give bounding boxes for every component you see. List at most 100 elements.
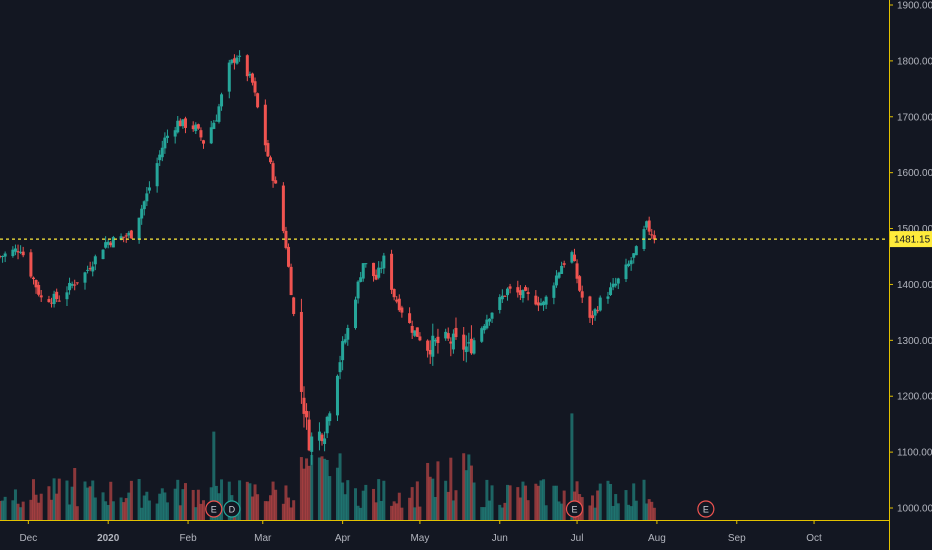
volume-bar	[451, 500, 455, 520]
volume-bar	[469, 465, 473, 520]
candle-body	[274, 180, 278, 184]
volume-bar	[591, 495, 595, 520]
volume-bar	[500, 507, 504, 520]
volume-bar	[140, 507, 144, 520]
candle-body	[426, 340, 430, 351]
candle-body	[70, 283, 74, 286]
event-marker-e[interactable]: E	[205, 500, 223, 518]
volume-bar	[338, 453, 342, 520]
volume-bar	[400, 507, 404, 520]
candle-body	[248, 73, 252, 76]
volume-bar	[202, 500, 206, 520]
y-tick-label: 1900.00	[897, 1, 932, 12]
candle-body	[374, 274, 378, 280]
volume-bar	[196, 489, 200, 520]
candle-body	[397, 298, 401, 311]
volume-bar	[307, 465, 311, 520]
volume-bar	[570, 413, 574, 520]
candle-body	[256, 93, 260, 108]
volume-bar	[536, 485, 540, 520]
candle-body	[341, 341, 345, 361]
candle-body	[127, 232, 131, 236]
volume-bar	[75, 506, 79, 520]
candle-body	[13, 248, 17, 252]
volume-bar	[37, 502, 41, 520]
candle-body	[266, 143, 270, 157]
volume-bar	[444, 480, 448, 520]
candle-body	[464, 346, 468, 353]
candle-body	[88, 268, 92, 270]
volume-bar	[614, 494, 618, 520]
volume-bar	[521, 481, 525, 520]
candle-body	[320, 434, 324, 442]
volume-bar	[341, 482, 345, 520]
candle-body	[487, 318, 491, 322]
candle-body	[436, 336, 440, 344]
volume-bar	[145, 491, 149, 520]
x-tick-label: Mar	[254, 533, 272, 544]
candle-body	[142, 201, 146, 210]
volume-bar	[70, 486, 74, 520]
volume-bar	[480, 507, 484, 520]
candle-body	[50, 302, 54, 304]
candle-body	[75, 282, 79, 284]
candle-body	[361, 263, 365, 279]
candle-body	[302, 397, 306, 414]
volume-bar	[176, 479, 180, 520]
volume-bar	[65, 480, 69, 520]
candle-body	[390, 253, 394, 290]
volume-bar	[163, 492, 167, 520]
candle-body	[354, 299, 358, 329]
event-marker-d[interactable]: D	[223, 500, 241, 518]
volume-bar	[287, 497, 291, 520]
candle-body	[212, 122, 216, 129]
candle-body	[650, 234, 654, 236]
volume-bar	[562, 490, 566, 520]
candles	[0, 50, 656, 465]
candle-body	[217, 106, 221, 122]
volume-bar	[650, 501, 654, 520]
candle-body	[609, 287, 613, 296]
volume-bar	[250, 496, 254, 520]
volume-bar	[552, 485, 556, 520]
y-tick-label: 1700.00	[897, 112, 932, 123]
x-tick-label: Jun	[492, 533, 508, 544]
candle-body	[395, 299, 399, 302]
volume-bar	[34, 494, 38, 520]
volume-bar	[137, 479, 141, 520]
event-marker-e[interactable]: E	[565, 500, 584, 518]
volume-bar	[3, 496, 7, 520]
volume-bar	[212, 431, 216, 520]
candle-body	[253, 81, 257, 93]
candle-body	[560, 265, 564, 274]
candle-body	[557, 272, 561, 278]
candle-body	[29, 252, 33, 277]
volume-bar	[39, 493, 43, 520]
candle-body	[606, 296, 610, 299]
x-axis-ticks: Dec 2020 Feb Mar Apr May Jun Jul Aug Sep Oct	[19, 520, 822, 544]
candle-body	[284, 230, 288, 248]
volume-bar	[271, 481, 275, 520]
event-marker-e[interactable]: E	[697, 500, 715, 518]
y-tick-label: 1600.00	[897, 168, 932, 179]
candle-body	[158, 154, 162, 161]
candle-body	[534, 295, 538, 305]
volume-bar	[57, 478, 61, 520]
x-tick-label: Dec	[19, 533, 37, 544]
volume-bar	[354, 488, 358, 520]
volume-bar	[165, 502, 169, 520]
volume-bar	[611, 505, 615, 520]
volume-bar	[410, 487, 414, 520]
candle-body	[446, 333, 450, 339]
volume-bar	[86, 487, 90, 520]
candle-body	[591, 315, 595, 319]
y-tick-label: 1000.00	[897, 504, 932, 515]
volume-bar	[88, 486, 92, 520]
candle-body	[593, 309, 597, 316]
candle-body	[359, 277, 363, 282]
volume-bar	[73, 468, 77, 520]
candle-body	[480, 328, 484, 342]
volume-bar	[29, 499, 33, 520]
